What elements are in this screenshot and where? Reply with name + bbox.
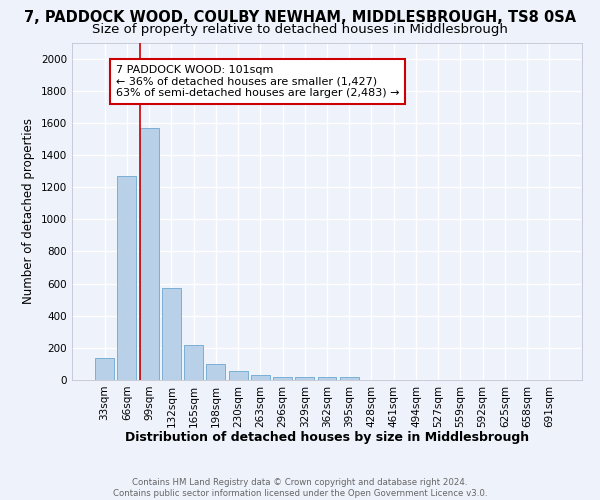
- Text: 7, PADDOCK WOOD, COULBY NEWHAM, MIDDLESBROUGH, TS8 0SA: 7, PADDOCK WOOD, COULBY NEWHAM, MIDDLESB…: [24, 10, 576, 25]
- Bar: [140, 128, 158, 380]
- Bar: [251, 375, 270, 380]
- Bar: [229, 371, 248, 380]
- Bar: [162, 288, 181, 380]
- Bar: [317, 377, 337, 380]
- Bar: [206, 364, 225, 380]
- Text: Contains HM Land Registry data © Crown copyright and database right 2024.
Contai: Contains HM Land Registry data © Crown c…: [113, 478, 487, 498]
- Text: Size of property relative to detached houses in Middlesbrough: Size of property relative to detached ho…: [92, 22, 508, 36]
- Bar: [340, 377, 359, 380]
- Y-axis label: Number of detached properties: Number of detached properties: [22, 118, 35, 304]
- Bar: [273, 377, 292, 380]
- Bar: [118, 176, 136, 380]
- Bar: [184, 344, 203, 380]
- X-axis label: Distribution of detached houses by size in Middlesbrough: Distribution of detached houses by size …: [125, 431, 529, 444]
- Bar: [295, 377, 314, 380]
- Text: 7 PADDOCK WOOD: 101sqm
← 36% of detached houses are smaller (1,427)
63% of semi-: 7 PADDOCK WOOD: 101sqm ← 36% of detached…: [116, 65, 399, 98]
- Bar: [95, 358, 114, 380]
